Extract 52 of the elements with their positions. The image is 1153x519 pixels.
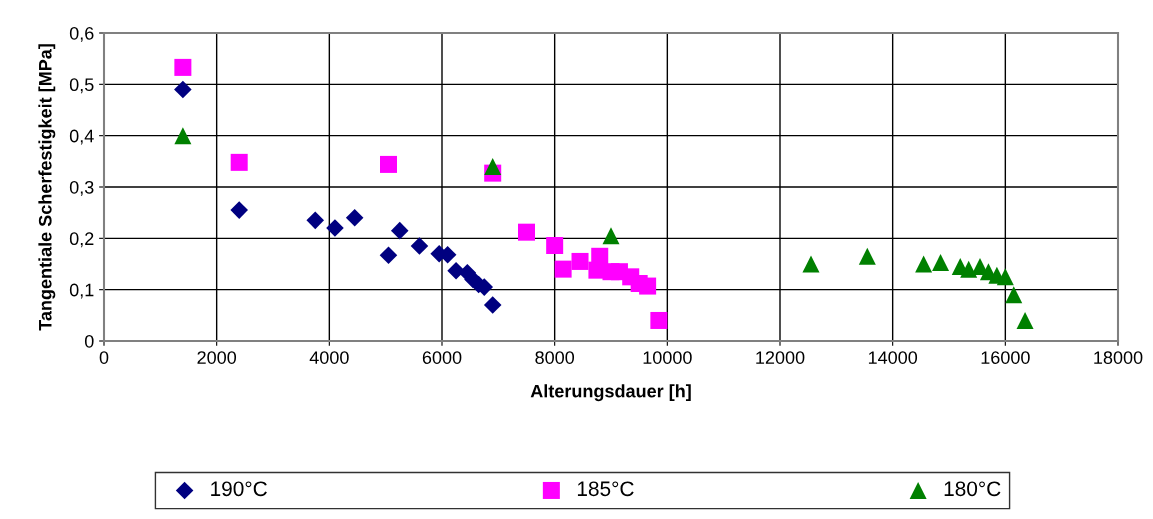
point: [174, 58, 192, 76]
point: [591, 247, 609, 265]
point: [326, 219, 344, 237]
point: [554, 260, 572, 278]
y-tick-label: 0,5: [69, 78, 94, 94]
point: [858, 247, 876, 265]
point: [230, 201, 248, 219]
point: [390, 221, 409, 240]
legend-label: 185°C: [577, 481, 634, 497]
point: [379, 246, 398, 265]
point: [483, 296, 502, 314]
y-tick-label: 0,3: [69, 180, 94, 196]
point: [602, 227, 620, 245]
x-tick-label: 16000: [981, 351, 1030, 364]
x-tick-label: 6000: [422, 351, 462, 364]
x-tick-label: 18000: [1094, 351, 1143, 364]
point: [174, 80, 192, 99]
x-tick-label: 0: [99, 351, 109, 364]
point: [960, 260, 978, 278]
y-tick-label: 0,1: [69, 283, 94, 299]
x-tick-label: 12000: [756, 351, 805, 364]
x-tick-label: 8000: [535, 351, 575, 364]
point: [174, 127, 192, 145]
point: [1016, 311, 1034, 329]
y-tick-label: 0,6: [69, 26, 94, 42]
point: [345, 209, 364, 227]
point: [230, 153, 248, 171]
legend-label: 190°C: [211, 481, 267, 497]
point: [802, 255, 820, 273]
point: [915, 255, 933, 273]
y-tick-label: 0: [84, 334, 94, 348]
point: [379, 155, 397, 173]
point: [484, 157, 502, 175]
point: [639, 277, 657, 295]
y-tick-label: 0,2: [69, 232, 94, 248]
point: [517, 223, 536, 241]
legend-label: 180°C: [944, 481, 1001, 497]
point: [571, 252, 589, 270]
point: [306, 211, 325, 230]
x-tick-label: 4000: [309, 351, 349, 364]
x-tick-label: 2000: [197, 351, 237, 364]
y-axis-title: Tangentiale Scherfestigkeit [MPa]: [38, 44, 56, 331]
point: [546, 237, 564, 255]
point: [410, 237, 429, 255]
y-tick-label: 0,4: [69, 129, 94, 145]
x-axis-title: Alterungsdauer [h]: [530, 384, 691, 402]
x-tick-label: 14000: [868, 351, 918, 364]
point: [932, 253, 950, 271]
point: [650, 311, 668, 329]
x-tick-label: 10000: [643, 351, 692, 364]
point: [996, 268, 1014, 286]
point: [1005, 286, 1023, 304]
